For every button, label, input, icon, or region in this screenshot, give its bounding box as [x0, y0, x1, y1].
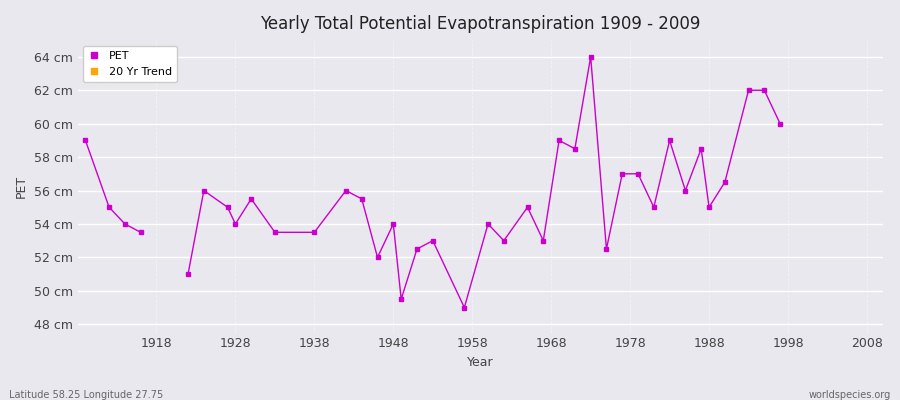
X-axis label: Year: Year: [467, 356, 493, 369]
Y-axis label: PET: PET: [15, 175, 28, 198]
Text: worldspecies.org: worldspecies.org: [809, 390, 891, 400]
Text: Latitude 58.25 Longitude 27.75: Latitude 58.25 Longitude 27.75: [9, 390, 163, 400]
Legend: PET, 20 Yr Trend: PET, 20 Yr Trend: [83, 46, 177, 82]
Title: Yearly Total Potential Evapotranspiration 1909 - 2009: Yearly Total Potential Evapotranspiratio…: [260, 15, 700, 33]
